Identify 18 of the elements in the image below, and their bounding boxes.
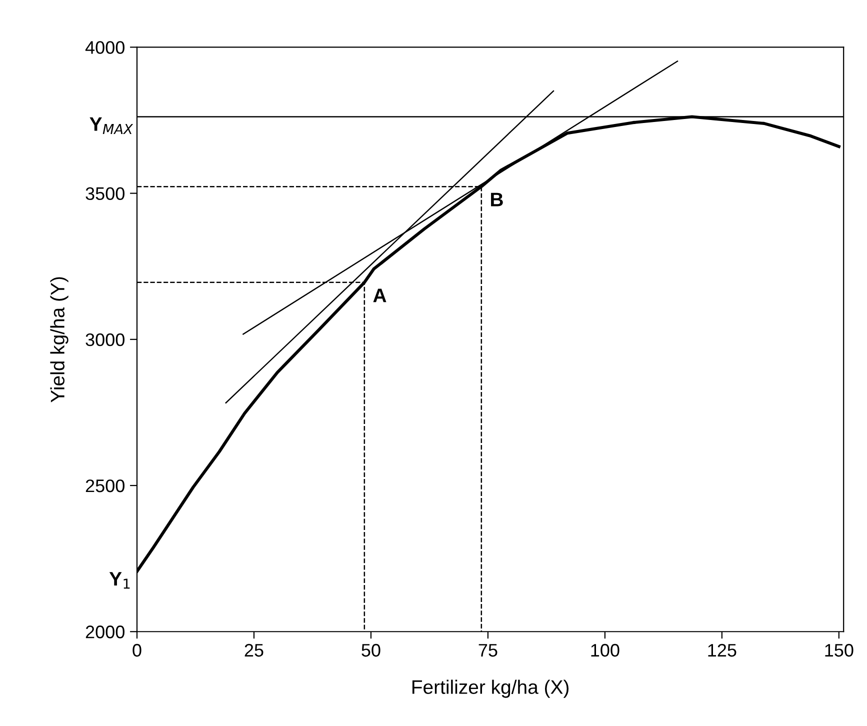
y-axis-title: Yield kg/ha (Y) [50,277,68,402]
y-tick-label: 2500 [86,479,124,492]
ref-line-label: Y$_{MAX}$ [90,117,134,134]
annotation: Y$_{1}$ [109,572,130,589]
x-tick-label: 100 [591,644,620,657]
x-tick-label: 0 [132,644,142,657]
y-tick-label: 2000 [86,626,124,638]
x-tick-label: 125 [708,644,736,657]
x-tick-label: 25 [244,644,264,657]
x-axis-title: Fertilizer kg/ha (X) [412,680,568,698]
y-tick-label: 4000 [85,41,124,54]
y-tick-label: 3000 [86,333,124,346]
x-tick-label: 50 [362,644,380,657]
annotation: B [491,192,503,206]
x-tick-label: 75 [478,644,498,657]
x-tick-label: 150 [825,644,854,657]
annotation: A [373,288,386,302]
y-tick-label: 3500 [86,187,124,200]
